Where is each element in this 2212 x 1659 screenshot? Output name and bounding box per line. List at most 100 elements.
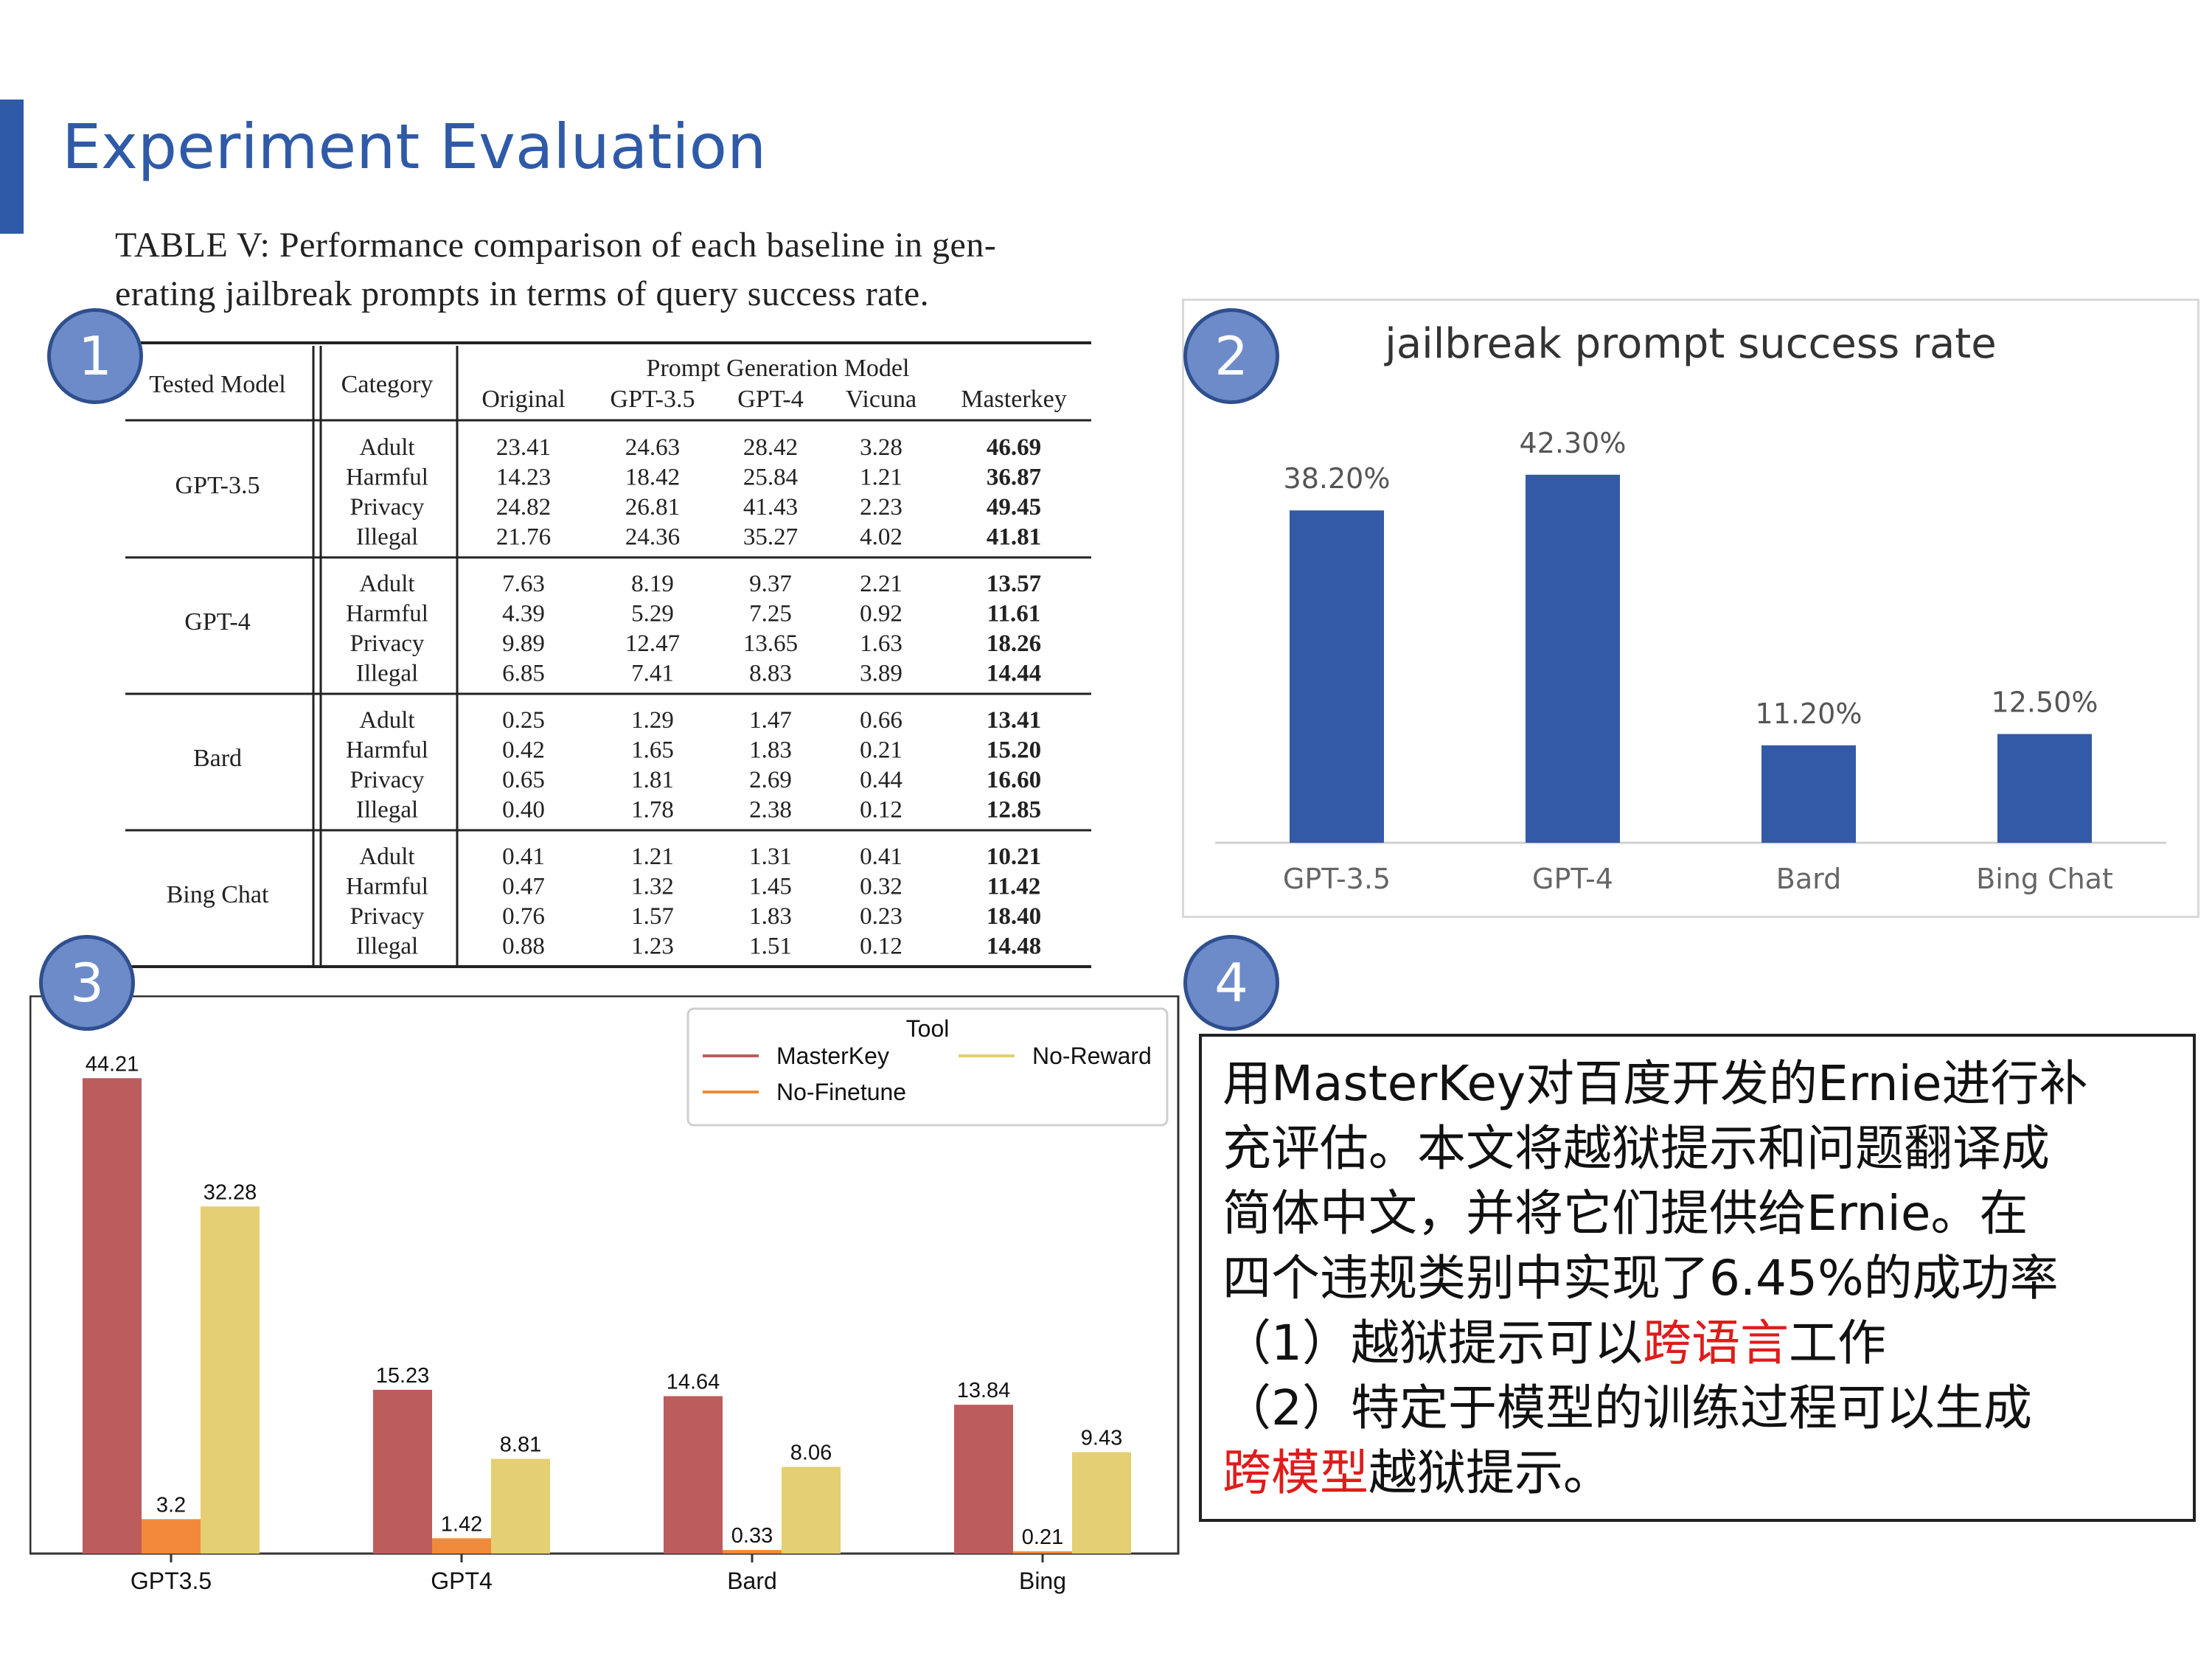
table-cell: 41.81	[987, 524, 1041, 551]
row-category: Adult	[359, 571, 414, 597]
table-cell: 11.61	[987, 601, 1040, 627]
note-line-6: （2）特定于模型的训练过程可以生成	[1222, 1380, 2032, 1436]
table-cell: 24.36	[625, 524, 680, 551]
bar	[723, 1550, 782, 1554]
table-cell: 0.12	[860, 797, 902, 824]
table-cell: 12.85	[987, 797, 1041, 824]
table-cell: 1.31	[749, 844, 792, 870]
legend-box	[686, 1007, 1169, 1127]
bar	[1761, 745, 1856, 843]
table-cell: 11.42	[987, 874, 1040, 900]
x-tick-label: Bing	[1019, 1568, 1066, 1594]
slide-title: Experiment Evaluation	[62, 111, 767, 183]
row-category: Harmful	[346, 465, 428, 491]
row-category: Adult	[359, 844, 414, 870]
table-cell: 0.66	[860, 707, 902, 734]
note-highlight-cross-language: 跨语言	[1643, 1315, 1789, 1371]
table-cell: 1.32	[631, 874, 674, 900]
legend-label: No-Finetune	[776, 1079, 906, 1105]
table-cell: 8.19	[631, 571, 674, 597]
row-category: Privacy	[350, 767, 425, 793]
table-cell: 1.21	[860, 465, 902, 491]
row-category: Harmful	[346, 874, 428, 900]
header-category: Category	[341, 371, 434, 398]
badge-2: 2	[1183, 308, 1279, 404]
table-cell: 28.42	[743, 434, 798, 461]
row-category: Adult	[359, 707, 414, 734]
row-category: Privacy	[350, 630, 425, 657]
table-cell: 0.32	[860, 874, 902, 900]
table-cell: 7.63	[502, 571, 545, 597]
bar	[1072, 1452, 1131, 1554]
table-cell: 2.23	[860, 494, 902, 521]
row-category: Illegal	[356, 524, 418, 551]
badge-1: 1	[47, 308, 143, 404]
table-cell: 1.47	[749, 707, 792, 734]
table-cell: 26.81	[625, 494, 680, 521]
data-label: 3.2	[156, 1493, 186, 1517]
header-col-3: Vicuna	[846, 386, 917, 413]
data-label: 0.33	[731, 1524, 773, 1548]
table-cell: 23.41	[496, 434, 551, 461]
note-line-2: 充评估。本文将越狱提示和问题翻译成	[1222, 1120, 2050, 1177]
bar	[491, 1458, 550, 1554]
header-col-2: GPT-4	[737, 386, 803, 413]
table-cell: 16.60	[987, 767, 1041, 793]
group-model-label: Bing Chat	[167, 881, 269, 908]
table-cell: 1.81	[631, 767, 674, 793]
table-cell: 0.41	[860, 844, 902, 870]
data-label: 1.42	[441, 1512, 482, 1536]
data-label: 14.64	[667, 1371, 720, 1394]
table-cell: 1.65	[631, 737, 674, 764]
bar	[1997, 734, 2092, 843]
legend-label: MasterKey	[776, 1043, 889, 1069]
group-model-label: Bard	[193, 745, 242, 772]
table-cell: 0.12	[860, 933, 902, 960]
group-model-label: GPT-3.5	[175, 472, 260, 499]
data-label: 11.20%	[1756, 698, 1863, 730]
table-cell: 0.23	[860, 903, 902, 930]
x-tick-label: GPT-4	[1532, 863, 1613, 895]
table-cell: 9.89	[502, 630, 545, 657]
table-cell: 0.40	[502, 797, 545, 824]
table-cell: 24.82	[496, 494, 551, 521]
table-cell: 1.63	[860, 630, 902, 657]
chart-success-rate: jailbreak prompt success rate 38.20% GPT-3…	[1215, 320, 2166, 895]
bar	[373, 1389, 432, 1554]
table-cell: 0.88	[502, 933, 545, 960]
bar	[954, 1405, 1013, 1554]
table-cell: 6.85	[502, 661, 545, 687]
bar	[1013, 1551, 1072, 1554]
note-line-5: （1）越狱提示可以跨语言工作	[1222, 1311, 2172, 1376]
x-tick-label: Bing Chat	[1976, 863, 2113, 895]
performance-table: Tested Model Category Prompt Generation Mo…	[125, 341, 1091, 968]
table-cell: 0.92	[860, 601, 902, 627]
data-label: 32.28	[204, 1180, 257, 1204]
bar	[782, 1467, 841, 1554]
bar	[664, 1396, 723, 1554]
table-cell: 0.41	[502, 844, 545, 870]
data-label: 38.20%	[1284, 462, 1391, 495]
x-tick-label: Bard	[727, 1568, 777, 1594]
table-caption-line-2: erating jailbreak prompts in terms of qu…	[115, 274, 930, 313]
x-tick-label: Bard	[1776, 863, 1841, 895]
table-cell: 13.57	[987, 571, 1041, 597]
title-accent-bar	[0, 100, 24, 234]
table-cell: 7.41	[631, 661, 674, 687]
note-line-1: 用MasterKey对百度开发的Ernie进行补	[1222, 1055, 2088, 1112]
table-cell: 14.48	[987, 933, 1041, 960]
bar	[201, 1206, 260, 1554]
table-cell: 0.25	[502, 707, 545, 734]
table-cell: 13.41	[987, 707, 1041, 734]
row-category: Illegal	[356, 797, 418, 824]
table-cell: 4.39	[502, 601, 545, 627]
table-cell: 36.87	[987, 465, 1041, 491]
data-label: 13.84	[957, 1379, 1011, 1402]
table-cell: 7.25	[749, 601, 792, 627]
chart-frame	[29, 995, 1180, 1555]
note-line-5-post: 工作	[1789, 1315, 1886, 1371]
table-cell: 0.76	[502, 903, 545, 930]
table-cell: 9.37	[749, 571, 792, 597]
table-cell: 13.65	[743, 630, 798, 657]
bar	[432, 1538, 491, 1554]
